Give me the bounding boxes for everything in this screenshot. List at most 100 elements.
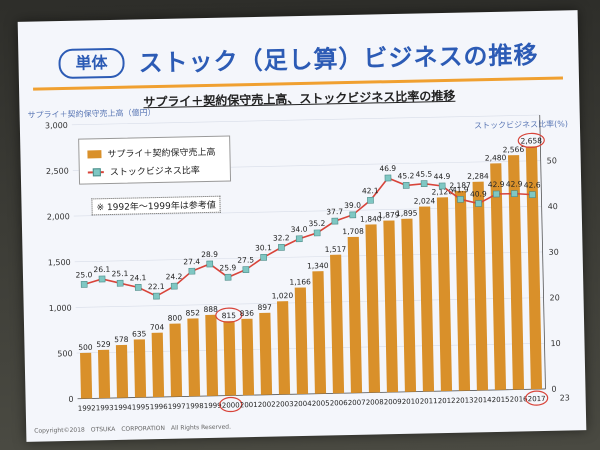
x-tick-label: 2012 bbox=[438, 397, 456, 405]
bar bbox=[401, 218, 417, 392]
bar bbox=[241, 318, 255, 396]
ratio-value-label: 42.9 bbox=[506, 179, 523, 188]
legend-label-bars: サプライ＋契約保守売上高 bbox=[107, 147, 216, 161]
x-tick-label: 2016 bbox=[510, 395, 529, 403]
bar bbox=[525, 146, 543, 390]
legend-item-line: ストックビジネス比率 bbox=[87, 163, 200, 179]
ratio-marker bbox=[367, 196, 374, 204]
bar bbox=[490, 163, 507, 390]
ratio-value-label: 32.2 bbox=[273, 233, 290, 242]
ratio-value-label: 30.1 bbox=[255, 243, 272, 252]
ratio-value-label: 25.9 bbox=[219, 263, 236, 272]
bar-value-label: 2,120 bbox=[431, 187, 453, 196]
ratio-value-label: 28.9 bbox=[201, 250, 218, 259]
bar bbox=[133, 339, 147, 398]
x-tick-label: 2015 bbox=[492, 396, 510, 404]
bar bbox=[383, 220, 399, 393]
bar-value-label: 1,340 bbox=[307, 261, 329, 270]
x-tick-label: 2010 bbox=[402, 398, 420, 406]
x-tick-label: 2009 bbox=[384, 398, 402, 406]
ratio-value-label: 25.1 bbox=[112, 269, 129, 278]
ratio-marker bbox=[80, 281, 88, 288]
x-tick-label: 2000 bbox=[222, 401, 240, 409]
ratio-value-label: 42.1 bbox=[362, 186, 379, 195]
ratio-marker bbox=[349, 211, 357, 219]
year-highlight-circle bbox=[219, 396, 243, 413]
ratio-value-label: 35.2 bbox=[309, 219, 326, 228]
ratio-marker bbox=[511, 190, 518, 198]
ratio-marker bbox=[493, 190, 500, 198]
bar bbox=[151, 332, 165, 398]
legend-label-line: ストックビジネス比率 bbox=[109, 166, 200, 179]
ratio-marker bbox=[206, 260, 214, 268]
ratio-value-label: 34.0 bbox=[291, 225, 308, 234]
x-tick-label: 2003 bbox=[276, 400, 294, 408]
bar bbox=[472, 181, 489, 391]
value-highlight-circle bbox=[517, 132, 545, 149]
bar bbox=[205, 314, 219, 397]
ratio-marker bbox=[457, 195, 464, 203]
ratio-marker bbox=[529, 191, 536, 198]
right-axis bbox=[539, 114, 546, 389]
left-tick-label: 1,000 bbox=[49, 304, 72, 313]
gridline bbox=[76, 342, 545, 354]
bar bbox=[223, 320, 237, 396]
x-tick-label: 2011 bbox=[420, 397, 438, 405]
ratio-marker bbox=[475, 200, 482, 207]
gridline bbox=[71, 114, 540, 126]
ratio-marker bbox=[295, 235, 303, 243]
x-tick-label: 2002 bbox=[258, 401, 276, 409]
ratio-value-label: 41.9 bbox=[452, 185, 469, 194]
bar-value-label: 2,658 bbox=[520, 136, 542, 145]
right-tick-label: 20 bbox=[549, 293, 559, 302]
ratio-value-label: 45.2 bbox=[398, 171, 415, 180]
legend: サプライ＋契約保守売上高 ストックビジネス比率 bbox=[78, 135, 232, 185]
x-tick-label: 1995 bbox=[132, 403, 150, 411]
left-tick-label: 0 bbox=[68, 395, 73, 404]
ratio-value-label: 22.1 bbox=[148, 282, 165, 291]
ratio-marker bbox=[188, 267, 196, 275]
x-tick-label: 2006 bbox=[330, 399, 349, 407]
bar-value-label: 852 bbox=[186, 308, 201, 317]
ratio-value-label: 44.9 bbox=[434, 172, 451, 181]
bar-value-label: 1,708 bbox=[342, 227, 364, 236]
bar-value-label: 500 bbox=[78, 343, 93, 352]
bar-value-label: 800 bbox=[168, 313, 183, 322]
bar-value-label: 529 bbox=[96, 340, 111, 349]
left-tick-label: 3,000 bbox=[45, 121, 68, 130]
bar bbox=[80, 352, 93, 399]
x-tick-label: 2017 bbox=[528, 395, 546, 403]
x-tick-label: 2014 bbox=[474, 396, 493, 404]
ratio-value-label: 25.0 bbox=[76, 270, 93, 279]
ratio-marker bbox=[313, 229, 321, 237]
presentation-slide: 単体 ストック（足し算）ビジネスの推移 サプライ＋契約保守売上高、ストックビジネ… bbox=[17, 10, 587, 442]
ratio-marker bbox=[402, 182, 410, 189]
bar-value-label: 1,166 bbox=[289, 277, 311, 286]
bar bbox=[312, 271, 327, 394]
gridline bbox=[75, 297, 544, 308]
bar bbox=[419, 206, 435, 392]
left-tick-label: 1,500 bbox=[48, 258, 71, 267]
ratio-marker bbox=[153, 292, 160, 300]
ratio-marker bbox=[170, 282, 178, 290]
bar bbox=[347, 236, 363, 394]
bar bbox=[330, 254, 345, 394]
ratio-marker bbox=[384, 174, 392, 182]
bar-value-label: 836 bbox=[240, 309, 255, 318]
bar-value-label: 2,480 bbox=[485, 153, 507, 162]
bar-value-label: 1,020 bbox=[272, 291, 294, 300]
ratio-value-label: 42.6 bbox=[524, 180, 541, 189]
page-number: 23 bbox=[560, 393, 570, 402]
x-tick-label: 2004 bbox=[294, 400, 313, 408]
legend-item-bars: サプライ＋契約保守売上高 bbox=[87, 145, 216, 161]
bar-value-label: 2,566 bbox=[503, 145, 525, 154]
bar bbox=[187, 318, 201, 397]
reference-note: ※ 1992年～1999年は参考値 bbox=[91, 195, 221, 216]
right-tick-label: 40 bbox=[548, 202, 558, 211]
ratio-value-label: 45.5 bbox=[415, 169, 432, 178]
ratio-value-label: 37.7 bbox=[326, 207, 343, 216]
x-tick-label: 1992 bbox=[78, 404, 96, 412]
ratio-value-label: 39.0 bbox=[344, 201, 361, 210]
ratio-marker bbox=[98, 275, 106, 283]
